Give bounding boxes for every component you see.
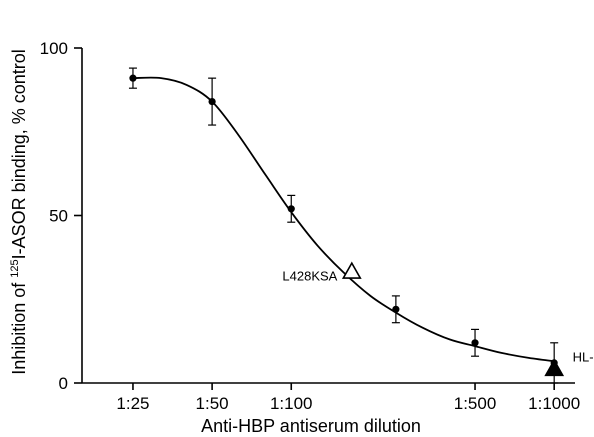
data-point [129,74,137,82]
data-point [471,339,479,347]
y-axis-title-superscript: 125 [9,259,21,277]
fit-curve-group [132,76,555,363]
annotation-label: HL-60 [573,350,594,365]
annotations-group: L428KSA HL-60 [282,261,594,377]
annotation-label: L428KSA [282,268,337,283]
y-axis-title-suffix: I-ASOR binding, % control [9,49,29,259]
x-tick-label: 1:25 [116,394,149,413]
filled-triangle-marker [544,358,565,377]
y-tick-label: 50 [49,207,68,226]
x-tick-label: 1:1000 [528,394,580,413]
open-triangle-marker [341,261,362,279]
y-axis-title: Inhibition of 125I-ASOR binding, % contr… [9,49,29,375]
x-tick-label: 1:100 [270,394,313,413]
x-axis-title: Anti-HBP antiserum dilution [201,416,421,436]
ticks-group: 0 50 100 1:25 1:50 1:100 1:500 1:1000 [40,39,581,413]
x-tick-label: 1:50 [196,394,229,413]
data-point [287,205,295,213]
data-point [208,98,216,106]
y-tick-label: 100 [40,39,68,58]
data-point [392,305,400,313]
data-points-group [128,67,559,384]
x-tick-label: 1:500 [454,394,497,413]
y-tick-label: 0 [59,374,68,393]
y-axis-title-prefix: Inhibition of [9,278,29,375]
fit-curve [132,76,555,363]
